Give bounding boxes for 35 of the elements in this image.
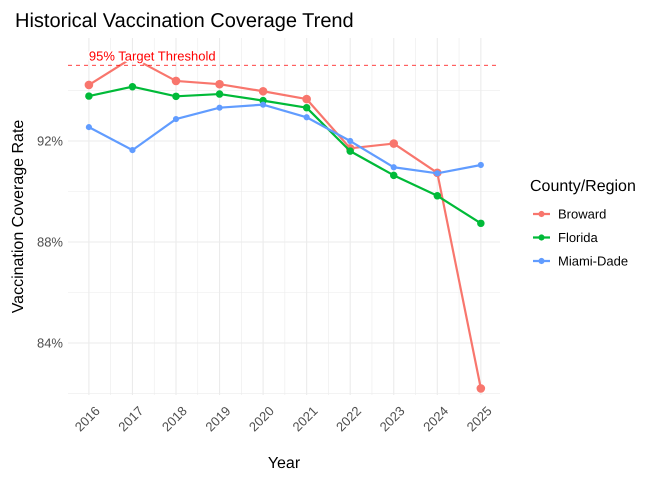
point (347, 138, 354, 144)
point (302, 94, 311, 104)
point (84, 80, 94, 90)
legend-label: Florida (558, 230, 599, 245)
point (86, 124, 92, 130)
point (434, 192, 442, 200)
point (258, 86, 268, 96)
point (85, 92, 93, 100)
point (216, 104, 223, 111)
point (216, 90, 224, 98)
point (304, 114, 310, 120)
point (478, 162, 484, 168)
y-tick-label: 88% (36, 234, 64, 250)
point (390, 172, 398, 180)
point (302, 104, 310, 112)
point (477, 220, 485, 228)
chart-title: Historical Vaccination Coverage Trend (15, 10, 354, 32)
point (172, 76, 180, 86)
legend-label: Miami-Dade (558, 254, 628, 268)
point (260, 102, 266, 108)
point (215, 80, 224, 88)
legend-label: Broward (558, 206, 606, 222)
point (389, 139, 398, 148)
point (172, 116, 180, 122)
point (128, 82, 136, 90)
y-tick-label: 92% (36, 134, 64, 149)
point (172, 92, 180, 100)
point (390, 164, 397, 170)
y-tick-label: 84% (36, 335, 64, 350)
legend-title: County/Region (530, 178, 636, 195)
point (129, 147, 136, 154)
y-axis-title: Vaccination Coverage Rate (10, 120, 27, 314)
x-axis-title: Year (268, 455, 301, 472)
point (476, 384, 486, 393)
point (346, 147, 354, 155)
